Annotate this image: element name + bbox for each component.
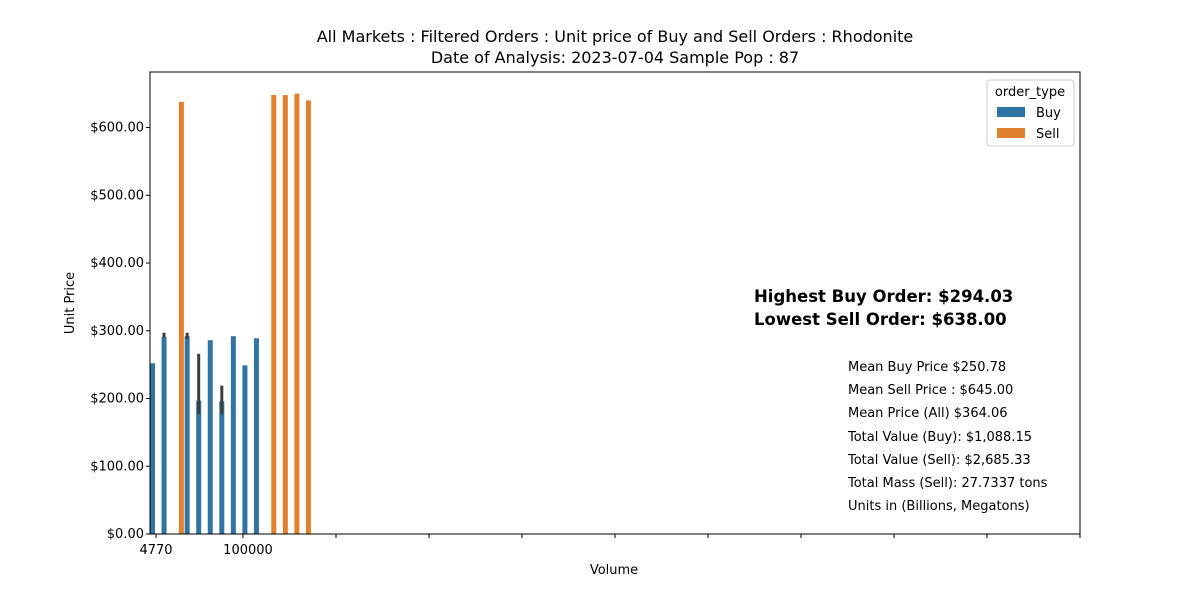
y-tick-label: $400.00 <box>90 256 144 271</box>
bar-buy <box>219 401 225 534</box>
bar-buy <box>230 336 236 534</box>
y-axis-label: Unit Price <box>63 272 78 334</box>
stat-units-note: Units in (Billions, Megatons) <box>848 499 1030 514</box>
y-tick-label: $0.00 <box>107 527 144 542</box>
stat-mean-all: Mean Price (All) $364.06 <box>848 406 1008 421</box>
stat-mean-buy: Mean Buy Price $250.78 <box>848 360 1007 375</box>
chart-title: All Markets : Filtered Orders : Unit pri… <box>316 27 914 46</box>
bar-sell <box>178 101 184 534</box>
bar-buy <box>253 338 259 534</box>
bar-buy <box>150 363 155 534</box>
bar-sell <box>294 93 300 534</box>
x-tick-label: 4770 <box>139 543 172 558</box>
stat-total-value-sell: Total Value (Sell): $2,685.33 <box>848 453 1031 468</box>
bar-buy <box>184 336 190 534</box>
bar-sell <box>282 95 288 534</box>
stat-total-value-buy: Total Value (Buy): $1,088.15 <box>848 430 1032 445</box>
y-tick-label: $100.00 <box>90 459 144 474</box>
y-tick-label: $500.00 <box>90 188 144 203</box>
x-tick-label: 100000 <box>223 543 273 558</box>
x-axis: 4770 100000 <box>139 534 1081 558</box>
stat-total-mass-sell: Total Mass (Sell): 27.7337 tons <box>848 476 1048 491</box>
y-tick-label: $300.00 <box>90 324 144 339</box>
x-axis-label: Volume <box>590 563 638 578</box>
plot-area <box>150 72 1080 534</box>
bar-buy <box>242 365 248 534</box>
bars-group <box>150 93 311 535</box>
legend-label-sell: Sell <box>1036 127 1059 142</box>
y-tick-label: $200.00 <box>90 392 144 407</box>
lowest-sell-annotation: Lowest Sell Order: $638.00 <box>754 310 1007 329</box>
bar-sell <box>271 95 277 534</box>
stat-mean-sell: Mean Sell Price : $645.00 <box>848 383 1014 398</box>
bar-buy <box>161 336 167 534</box>
legend-swatch-sell <box>997 128 1025 138</box>
legend-swatch-buy <box>997 107 1025 117</box>
y-tick-label: $600.00 <box>90 121 144 136</box>
y-axis: $0.00 $100.00 $200.00 $300.00 $400.00 $500.00… <box>90 121 150 542</box>
bar-sell <box>305 100 311 535</box>
highest-buy-annotation: Highest Buy Order: $294.03 <box>754 287 1014 306</box>
legend-title: order_type <box>995 85 1065 100</box>
bar-buy <box>207 340 213 534</box>
bar-buy <box>196 400 202 534</box>
chart-subtitle: Date of Analysis: 2023-07-04 Sample Pop … <box>430 48 800 67</box>
legend: order_type Buy Sell <box>986 79 1075 147</box>
legend-label-buy: Buy <box>1036 106 1061 121</box>
plot-frame <box>149 71 1081 535</box>
